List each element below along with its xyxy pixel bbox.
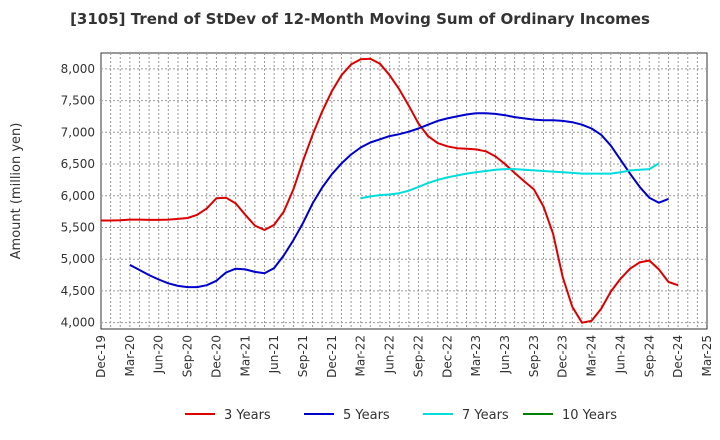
legend-label-3-years: 3 Years bbox=[224, 408, 271, 423]
y-tick-label: 7,000 bbox=[61, 125, 95, 139]
x-tick-label: Sep-24 bbox=[642, 335, 656, 377]
x-tick-label: Dec-21 bbox=[325, 335, 339, 378]
x-tick-label: Mar-20 bbox=[123, 335, 137, 376]
series-line-3-years bbox=[101, 57, 679, 324]
x-tick-label: Sep-23 bbox=[527, 335, 541, 377]
x-tick-label: Dec-24 bbox=[671, 335, 685, 378]
y-tick-label: 4,500 bbox=[61, 284, 95, 298]
y-tick-label: 5,000 bbox=[61, 252, 95, 266]
y-axis-title: Amount (million yen) bbox=[9, 123, 24, 260]
legend-label-5-years: 5 Years bbox=[343, 408, 390, 423]
legend-label-7-years: 7 Years bbox=[462, 408, 509, 423]
x-tick-label: Mar-21 bbox=[238, 335, 252, 376]
x-tick-label: Sep-22 bbox=[411, 335, 425, 377]
series-lines bbox=[101, 57, 679, 324]
x-tick-label: Sep-20 bbox=[181, 335, 195, 377]
y-tick-label: 6,000 bbox=[61, 189, 95, 203]
x-tick-label: Jun-22 bbox=[383, 335, 397, 374]
y-tick-label: 4,000 bbox=[61, 316, 95, 330]
chart-title: [3105] Trend of StDev of 12-Month Moving… bbox=[70, 10, 650, 28]
x-tick-label: Jun-24 bbox=[613, 335, 627, 374]
x-tick-label: Dec-22 bbox=[440, 335, 454, 378]
x-tick-label: Jun-23 bbox=[498, 335, 512, 374]
y-axis: 4,000 4,500 5,000 5,500 6,000 6,500 7,000 7,500… bbox=[61, 62, 95, 330]
x-tick-label: Mar-25 bbox=[700, 335, 714, 376]
x-tick-label: Dec-20 bbox=[209, 335, 223, 378]
series-line-7-years bbox=[360, 162, 660, 200]
y-tick-label: 5,500 bbox=[61, 220, 95, 234]
legend: 3 Years 5 Years 7 Years 10 Years bbox=[185, 408, 617, 423]
grid bbox=[101, 53, 707, 329]
x-tick-label: Dec-23 bbox=[556, 335, 570, 378]
x-tick-label: Mar-22 bbox=[354, 335, 368, 376]
x-axis: Dec-19 Mar-20 Jun-20 Sep-20 Dec-20 Mar-21 Jun-… bbox=[94, 335, 714, 378]
legend-label-10-years: 10 Years bbox=[562, 408, 617, 423]
x-tick-label: Sep-21 bbox=[296, 335, 310, 377]
y-tick-label: 6,500 bbox=[61, 157, 95, 171]
y-tick-label: 7,500 bbox=[61, 94, 95, 108]
series-line-5-years bbox=[129, 112, 669, 289]
x-tick-label: Dec-19 bbox=[94, 335, 108, 378]
y-tick-label: 8,000 bbox=[61, 62, 95, 76]
x-tick-label: Jun-21 bbox=[267, 335, 281, 374]
x-tick-label: Mar-23 bbox=[469, 335, 483, 376]
x-tick-label: Mar-24 bbox=[585, 335, 599, 376]
x-tick-label: Jun-20 bbox=[152, 335, 166, 374]
